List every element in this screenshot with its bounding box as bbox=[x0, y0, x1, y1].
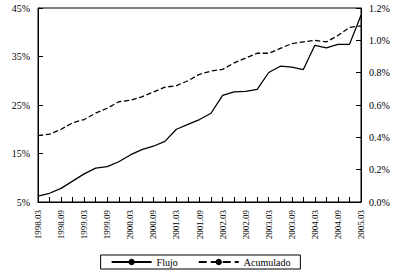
svg-text:0.4%: 0.4% bbox=[369, 132, 390, 143]
svg-text:2003.03: 2003.03 bbox=[264, 210, 274, 240]
svg-text:0.8%: 0.8% bbox=[369, 67, 390, 78]
svg-text:1999.03: 1999.03 bbox=[79, 210, 89, 240]
svg-text:2002.09: 2002.09 bbox=[241, 210, 251, 240]
svg-text:1999.09: 1999.09 bbox=[102, 210, 112, 240]
svg-text:Acumulado: Acumulado bbox=[244, 257, 291, 268]
svg-text:2004.09: 2004.09 bbox=[333, 210, 343, 240]
svg-text:2000.09: 2000.09 bbox=[148, 210, 158, 240]
svg-text:0.6%: 0.6% bbox=[369, 100, 390, 111]
svg-text:2004.03: 2004.03 bbox=[310, 210, 320, 240]
svg-text:0.0%: 0.0% bbox=[369, 197, 390, 208]
svg-text:1998.09: 1998.09 bbox=[56, 210, 66, 240]
svg-text:0.2%: 0.2% bbox=[369, 164, 390, 175]
svg-text:25%: 25% bbox=[12, 100, 30, 111]
svg-text:Flujo: Flujo bbox=[157, 257, 178, 268]
svg-text:2005.03: 2005.03 bbox=[356, 210, 366, 240]
svg-text:1998.03: 1998.03 bbox=[33, 210, 43, 240]
svg-text:2001.03: 2001.03 bbox=[171, 210, 181, 240]
svg-text:2002.03: 2002.03 bbox=[218, 210, 228, 240]
svg-text:2001.09: 2001.09 bbox=[195, 210, 205, 240]
svg-text:45%: 45% bbox=[12, 3, 30, 14]
svg-text:1.2%: 1.2% bbox=[369, 3, 390, 14]
svg-text:1.0%: 1.0% bbox=[369, 35, 390, 46]
svg-text:35%: 35% bbox=[12, 51, 30, 62]
svg-text:5%: 5% bbox=[17, 197, 30, 208]
svg-text:2003.09: 2003.09 bbox=[287, 210, 297, 240]
svg-text:15%: 15% bbox=[12, 148, 30, 159]
svg-text:2000.03: 2000.03 bbox=[125, 210, 135, 240]
